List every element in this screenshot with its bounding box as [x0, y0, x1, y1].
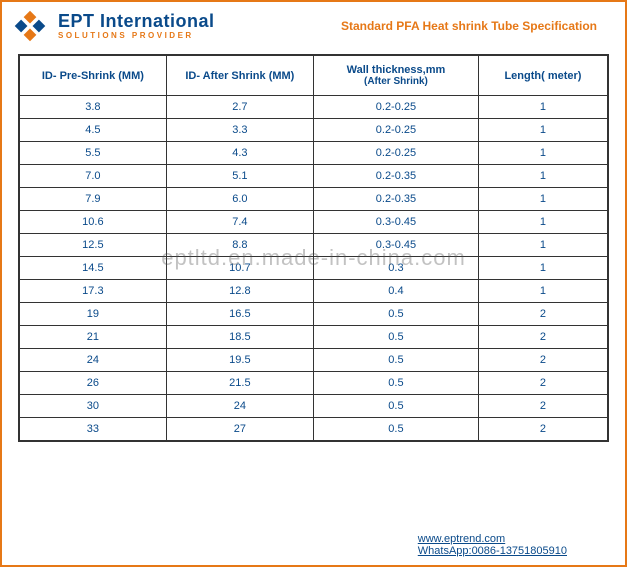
page-border [0, 0, 627, 567]
footer: www.eptrend.com WhatsApp:0086-1375180591… [418, 533, 567, 557]
whatsapp-text: WhatsApp:0086-13751805910 [418, 545, 567, 557]
website-link[interactable]: www.eptrend.com [418, 533, 505, 545]
